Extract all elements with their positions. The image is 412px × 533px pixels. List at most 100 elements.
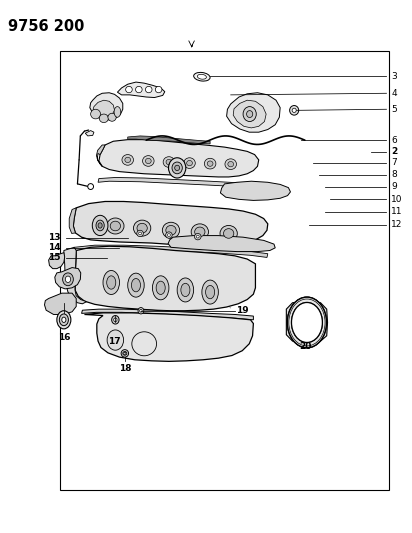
Bar xyxy=(60,51,389,490)
Text: 3: 3 xyxy=(391,72,397,80)
Ellipse shape xyxy=(166,225,176,235)
Ellipse shape xyxy=(155,86,162,93)
Ellipse shape xyxy=(163,157,175,167)
Polygon shape xyxy=(117,82,165,98)
Ellipse shape xyxy=(91,109,101,119)
Ellipse shape xyxy=(206,286,215,298)
Polygon shape xyxy=(286,301,328,343)
Polygon shape xyxy=(75,246,255,311)
Ellipse shape xyxy=(145,86,152,93)
Polygon shape xyxy=(128,136,210,144)
Polygon shape xyxy=(98,177,268,189)
Ellipse shape xyxy=(63,273,73,286)
Ellipse shape xyxy=(138,308,144,314)
Ellipse shape xyxy=(177,278,194,302)
Text: 13: 13 xyxy=(49,233,61,242)
Ellipse shape xyxy=(107,218,124,234)
Ellipse shape xyxy=(162,222,180,238)
Ellipse shape xyxy=(175,165,180,171)
Ellipse shape xyxy=(108,114,116,122)
Ellipse shape xyxy=(152,276,169,300)
Ellipse shape xyxy=(246,110,253,117)
Ellipse shape xyxy=(138,232,142,235)
Text: 18: 18 xyxy=(119,364,131,373)
Polygon shape xyxy=(99,140,259,177)
Ellipse shape xyxy=(184,158,195,168)
Ellipse shape xyxy=(287,297,326,348)
Polygon shape xyxy=(71,251,76,293)
Text: 2: 2 xyxy=(391,148,398,156)
Polygon shape xyxy=(93,100,115,117)
Ellipse shape xyxy=(114,318,117,321)
Ellipse shape xyxy=(143,156,154,166)
Ellipse shape xyxy=(133,220,151,236)
Ellipse shape xyxy=(156,281,165,294)
Polygon shape xyxy=(73,201,268,245)
Polygon shape xyxy=(96,145,105,166)
Ellipse shape xyxy=(136,86,142,93)
Ellipse shape xyxy=(194,72,210,81)
Polygon shape xyxy=(82,309,253,320)
Ellipse shape xyxy=(220,225,237,241)
Polygon shape xyxy=(85,131,94,136)
Ellipse shape xyxy=(291,302,322,343)
Ellipse shape xyxy=(167,233,171,237)
Ellipse shape xyxy=(291,302,322,343)
Ellipse shape xyxy=(62,317,66,322)
Text: 15: 15 xyxy=(49,254,61,262)
Ellipse shape xyxy=(169,158,186,178)
Text: 8: 8 xyxy=(391,171,397,179)
Ellipse shape xyxy=(166,232,172,238)
Ellipse shape xyxy=(137,223,147,233)
Ellipse shape xyxy=(59,314,68,326)
Ellipse shape xyxy=(98,223,102,228)
Ellipse shape xyxy=(187,160,192,166)
Ellipse shape xyxy=(122,155,133,165)
Polygon shape xyxy=(55,268,81,289)
Ellipse shape xyxy=(103,271,119,295)
Text: 6: 6 xyxy=(391,136,397,144)
Ellipse shape xyxy=(125,157,131,163)
Ellipse shape xyxy=(202,280,218,304)
Ellipse shape xyxy=(57,311,71,329)
Polygon shape xyxy=(90,93,123,120)
Ellipse shape xyxy=(228,161,234,167)
Ellipse shape xyxy=(107,276,116,289)
Ellipse shape xyxy=(166,159,172,165)
Text: 5: 5 xyxy=(391,105,397,114)
Ellipse shape xyxy=(223,229,234,238)
Ellipse shape xyxy=(124,352,126,354)
Ellipse shape xyxy=(290,106,299,115)
Ellipse shape xyxy=(110,221,121,231)
Text: 12: 12 xyxy=(391,221,403,229)
Polygon shape xyxy=(84,313,253,361)
Ellipse shape xyxy=(191,224,208,240)
Ellipse shape xyxy=(128,273,144,297)
Ellipse shape xyxy=(126,86,132,93)
Polygon shape xyxy=(168,236,275,252)
Ellipse shape xyxy=(292,108,296,112)
Text: 11: 11 xyxy=(391,207,403,216)
Ellipse shape xyxy=(112,316,119,324)
Ellipse shape xyxy=(88,183,94,189)
Ellipse shape xyxy=(137,230,143,237)
Ellipse shape xyxy=(207,161,213,166)
Text: 20: 20 xyxy=(300,342,312,351)
Polygon shape xyxy=(233,100,266,128)
Ellipse shape xyxy=(107,330,124,350)
Ellipse shape xyxy=(225,159,236,169)
Ellipse shape xyxy=(204,158,216,169)
Ellipse shape xyxy=(194,227,205,237)
Text: 10: 10 xyxy=(391,195,403,204)
Ellipse shape xyxy=(121,350,129,357)
Ellipse shape xyxy=(131,278,140,292)
Ellipse shape xyxy=(145,158,151,164)
Ellipse shape xyxy=(65,276,71,282)
Ellipse shape xyxy=(197,74,206,79)
Polygon shape xyxy=(44,293,76,314)
Text: 9756 200: 9756 200 xyxy=(8,19,84,34)
Polygon shape xyxy=(64,247,87,304)
Text: 16: 16 xyxy=(58,333,70,342)
Ellipse shape xyxy=(123,352,127,355)
Ellipse shape xyxy=(287,297,326,348)
